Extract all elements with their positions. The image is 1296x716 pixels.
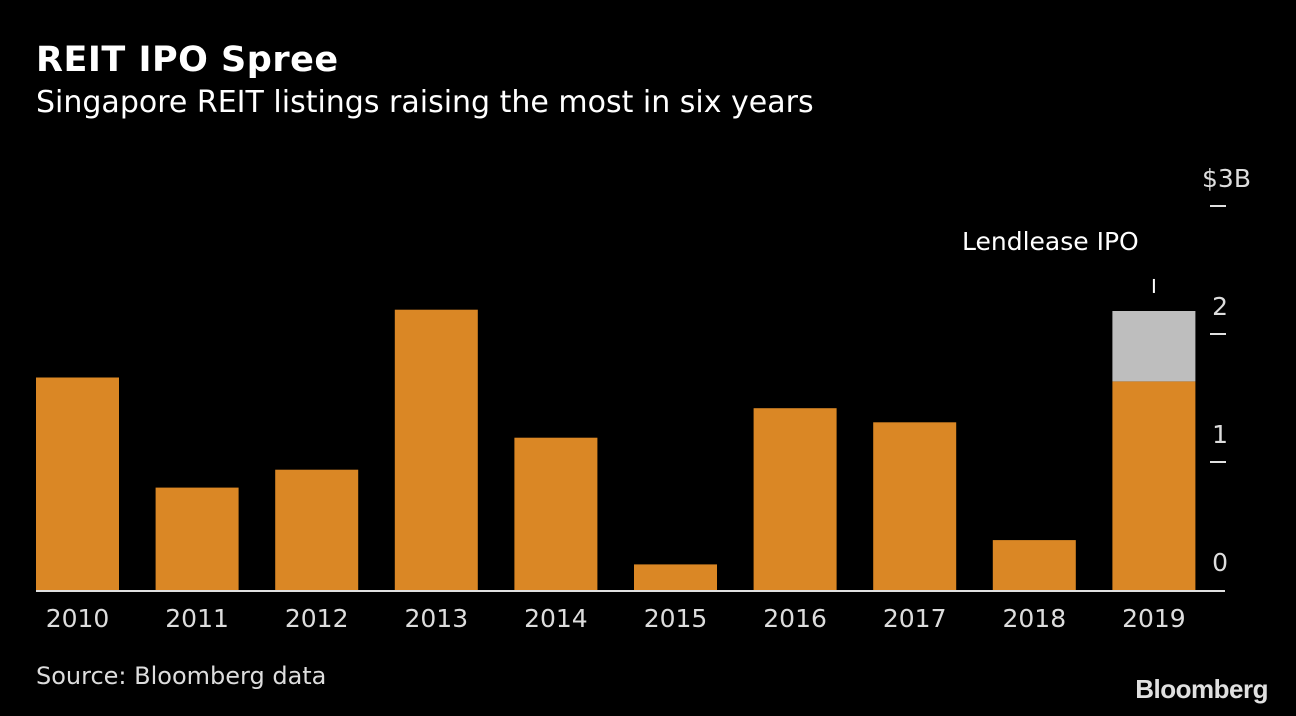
bloomberg-logo: Bloomberg bbox=[1135, 674, 1268, 704]
y-tick-label-2: 2 bbox=[1212, 292, 1228, 321]
y-tick-label-1: 1 bbox=[1212, 420, 1228, 449]
bar-2017 bbox=[873, 422, 957, 590]
x-tick-label-2010: 2010 bbox=[46, 604, 110, 633]
bars-group bbox=[36, 309, 1196, 590]
x-tick-label-2018: 2018 bbox=[1002, 604, 1066, 633]
annotations: Lendlease IPO bbox=[962, 227, 1155, 293]
x-tick-label-2014: 2014 bbox=[524, 604, 588, 633]
chart-title: REIT IPO Spree bbox=[36, 40, 339, 80]
x-tick-label-2016: 2016 bbox=[763, 604, 827, 633]
annotation-lendlease-ipo: Lendlease IPO bbox=[962, 227, 1139, 256]
bar-2012 bbox=[275, 469, 359, 590]
x-tick-label-2019: 2019 bbox=[1122, 604, 1186, 633]
x-tick-label-2017: 2017 bbox=[883, 604, 947, 633]
bar-2019 bbox=[1112, 381, 1196, 590]
bar-2016 bbox=[753, 408, 837, 590]
y-tick-label-0: 0 bbox=[1212, 548, 1228, 577]
y-axis: 0 1 2 $3B bbox=[1202, 164, 1251, 577]
x-axis: 2010 2011 2012 2013 2014 2015 2016 2017 2018 2019 bbox=[36, 590, 1225, 633]
x-tick-label-2013: 2013 bbox=[404, 604, 468, 633]
x-tick-label-2011: 2011 bbox=[165, 604, 229, 633]
x-tick-label-2015: 2015 bbox=[644, 604, 708, 633]
source-note: Source: Bloomberg data bbox=[36, 662, 327, 690]
bar-2019-lendlease bbox=[1112, 311, 1196, 382]
bar-2010 bbox=[36, 377, 119, 590]
y-tick-label-3: $3B bbox=[1202, 164, 1251, 193]
x-tick-label-2012: 2012 bbox=[285, 604, 349, 633]
bar-2015 bbox=[634, 564, 717, 590]
bar-2013 bbox=[394, 309, 478, 590]
bar-2018 bbox=[992, 540, 1076, 590]
bar-2011 bbox=[155, 487, 239, 590]
chart-subtitle: Singapore REIT listings raising the most… bbox=[36, 85, 814, 120]
bar-2014 bbox=[514, 437, 598, 590]
